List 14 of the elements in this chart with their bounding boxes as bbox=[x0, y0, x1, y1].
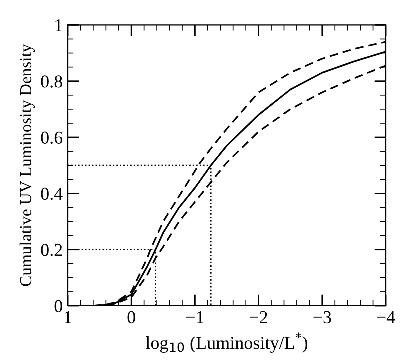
x-tick-label: −3 bbox=[314, 311, 332, 324]
y-tick-label: 0.8 bbox=[41, 76, 62, 88]
y-tick-label: 0.6 bbox=[41, 132, 63, 144]
y-axis-title: Cumulative UV Luminosity Density bbox=[20, 44, 36, 286]
y-tick-label: 0.4 bbox=[41, 188, 63, 200]
y-tick-label: 1 bbox=[56, 20, 62, 32]
x-tick-label: −2 bbox=[250, 311, 268, 324]
y-tick-label: 0.2 bbox=[41, 244, 62, 256]
x-axis-title: log$_{10}$ (Luminosity/L$^{*}$) bbox=[146, 332, 308, 353]
y-tick-label: 0 bbox=[54, 300, 62, 312]
x-tick-label: −1 bbox=[186, 311, 204, 324]
x-tick-label: −4 bbox=[377, 312, 396, 324]
x-tick-label: 1 bbox=[65, 311, 72, 324]
x-tick-label: 0 bbox=[128, 311, 136, 324]
